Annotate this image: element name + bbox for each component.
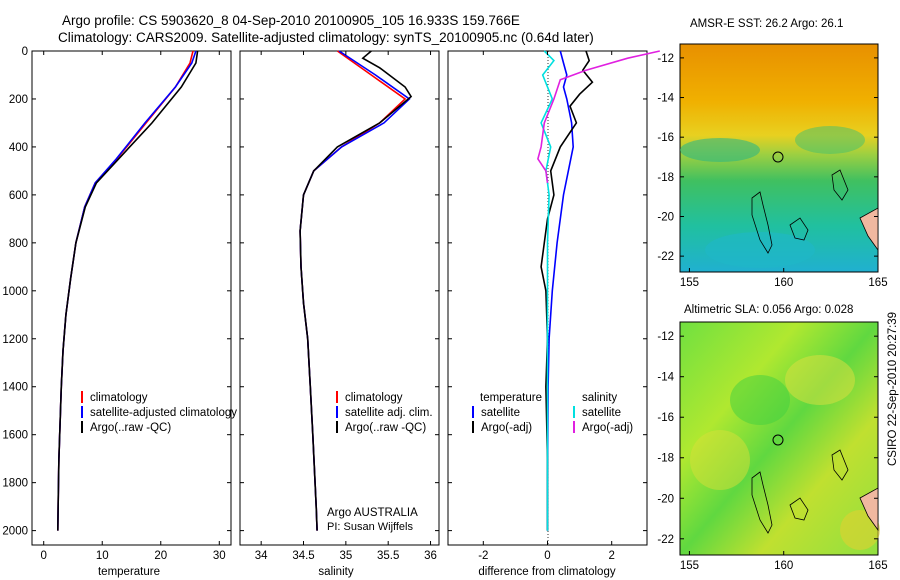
legend-argo: Argo(..raw -QC) <box>90 422 171 434</box>
depth-tick-label: 800 <box>9 238 28 250</box>
lat-tick-label: -20 <box>657 493 674 505</box>
legend-temp-satellite: satellite <box>481 407 520 419</box>
lon-tick-label: 165 <box>868 277 887 289</box>
legend-satellite: satellite adj. clim. <box>345 407 433 419</box>
sla-map-ticks: -12 -14 -16 -18 -20 -22 155 160 165 <box>657 331 887 572</box>
coastline <box>751 471 773 534</box>
salinity-lines <box>299 50 413 531</box>
salinity-panel: 34 34.5 35 35.5 36 salinity climatology sate… <box>239 50 440 578</box>
lon-tick-label: 155 <box>680 560 699 572</box>
x-tick-label: 0 <box>41 550 47 562</box>
series-line-argo-raw-qc- <box>57 50 199 531</box>
x-tick-label: 20 <box>154 550 167 562</box>
depth-axis: 0 200 400 600 800 1000 1200 1400 1600 1800 2000 <box>2 46 28 538</box>
coastline <box>831 169 849 201</box>
lat-tick-label: -20 <box>657 211 674 223</box>
credit-pi: PI: Susan Wijffels <box>327 521 413 533</box>
series-line-argo-raw-qc- <box>299 50 413 531</box>
legend-sal-header: salinity <box>582 392 617 404</box>
lat-tick-label: -22 <box>657 251 674 263</box>
coastline <box>831 449 849 481</box>
temperature-xlabel: temperature <box>98 566 160 578</box>
legend-temp-header: temperature <box>480 392 542 404</box>
sst-map-title: AMSR-E SST: 26.2 Argo: 26.1 <box>690 18 844 30</box>
lat-tick-label: -18 <box>657 172 674 184</box>
depth-tick-label: 0 <box>22 46 28 58</box>
lat-tick-label: -14 <box>657 93 674 105</box>
x-tick-label: 10 <box>96 550 109 562</box>
coastline <box>789 497 809 521</box>
difference-xlabel: difference from climatology <box>478 566 615 578</box>
depth-tick-label: 200 <box>9 94 28 106</box>
depth-tick-label: 1000 <box>2 286 28 298</box>
difference-lines <box>537 50 660 531</box>
difference-x-ticks: -2 0 2 <box>448 50 647 562</box>
depth-tick-label: 1200 <box>2 334 28 346</box>
legend-sal-argo: Argo(-adj) <box>582 422 633 434</box>
sla-map-title: Altimetric SLA: 0.056 Argo: 0.028 <box>684 304 854 316</box>
x-tick-label: 35 <box>339 550 352 562</box>
land-patch <box>859 207 879 252</box>
sst-map-ticks: -12 -14 -16 -18 -20 -22 155 160 165 <box>657 53 887 289</box>
sst-map: -12 -14 -16 -18 -20 -22 155 160 165 <box>657 43 888 289</box>
depth-tick-label: 2000 <box>2 526 28 538</box>
temperature-panel: 0 10 20 30 0 200 400 600 800 1000 1200 1400 1600 180… <box>2 46 237 578</box>
legend-climatology: climatology <box>90 392 148 404</box>
x-tick-label: 34 <box>255 550 268 562</box>
series-line-salinity-satellite <box>540 50 555 531</box>
lat-tick-label: -14 <box>657 372 674 384</box>
lon-tick-label: 155 <box>680 277 699 289</box>
sla-map: -12 -14 -16 -18 -20 -22 155 160 165 <box>657 321 888 572</box>
x-tick-label: 30 <box>213 550 226 562</box>
float-marker <box>772 151 784 163</box>
difference-panel: -2 0 2 difference from climatology tempera… <box>447 50 660 578</box>
lat-tick-label: -16 <box>657 412 674 424</box>
footer-stamp: CSIRO 22-Sep-2010 20:27:39 <box>887 311 899 466</box>
lat-tick-label: -16 <box>657 132 674 144</box>
temperature-x-ticks: 0 10 20 30 <box>32 50 231 562</box>
salinity-legend: climatology satellite adj. clim. Argo(..… <box>336 391 433 434</box>
depth-tick-label: 1800 <box>2 478 28 490</box>
salinity-xlabel: salinity <box>318 566 353 578</box>
legend-temp-argo: Argo(-adj) <box>481 422 532 434</box>
x-tick-label: 0 <box>544 550 550 562</box>
lon-tick-label: 160 <box>774 277 793 289</box>
x-tick-label: 34.5 <box>292 550 314 562</box>
x-tick-label: 2 <box>608 550 614 562</box>
x-tick-label: 36 <box>424 550 437 562</box>
temperature-lines <box>57 50 199 531</box>
credit-argo-australia: Argo AUSTRALIA <box>327 507 418 519</box>
temperature-legend: climatology satellite-adjusted climatolo… <box>81 391 237 434</box>
legend-argo: Argo(..raw -QC) <box>345 422 426 434</box>
lat-tick-label: -22 <box>657 534 674 546</box>
lon-tick-label: 160 <box>774 560 793 572</box>
legend-satellite-adjusted: satellite-adjusted climatology <box>90 407 237 419</box>
difference-legend: temperature satellite Argo(-adj) salinit… <box>472 392 633 434</box>
depth-tick-label: 1400 <box>2 382 28 394</box>
coastline <box>789 217 809 241</box>
depth-tick-label: 600 <box>9 190 28 202</box>
figure-title-line1: Argo profile: CS 5903620_8 04-Sep-2010 2… <box>62 13 520 28</box>
lat-tick-label: -12 <box>657 331 674 343</box>
x-tick-label: -2 <box>478 550 488 562</box>
depth-tick-label: 1600 <box>2 430 28 442</box>
figure-title-line2: Climatology: CARS2009. Satellite-adjuste… <box>58 30 594 45</box>
x-tick-label: 35.5 <box>377 550 399 562</box>
land-patch <box>859 487 879 532</box>
legend-sal-satellite: satellite <box>582 407 621 419</box>
salinity-x-ticks: 34 34.5 35 35.5 36 <box>240 50 439 562</box>
float-marker <box>772 434 784 446</box>
legend-climatology: climatology <box>345 392 403 404</box>
lon-tick-label: 165 <box>868 560 887 572</box>
lat-tick-label: -12 <box>657 53 674 65</box>
lat-tick-label: -18 <box>657 453 674 465</box>
depth-tick-label: 400 <box>9 142 28 154</box>
coastline <box>751 191 773 254</box>
series-line-salinity-argo-adj- <box>537 50 660 184</box>
